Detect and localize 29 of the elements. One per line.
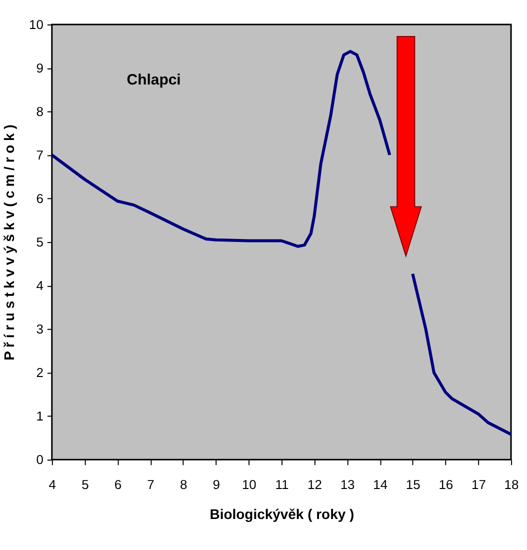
y-tick-label: 10: [28, 16, 44, 32]
y-tick-label: 0: [36, 452, 44, 468]
x-tick-label: 7: [147, 477, 154, 492]
y-tick-label: 4: [36, 278, 44, 294]
x-tick-label: 15: [406, 477, 420, 492]
y-tick-label: 1: [36, 408, 44, 424]
y-tick-label: 8: [36, 104, 44, 119]
x-tick-label: 18: [504, 477, 519, 492]
x-tick-label: 6: [114, 477, 122, 492]
x-axis-title: Biologickývěk ( roky ): [210, 506, 354, 522]
x-tick-label: 14: [373, 477, 388, 492]
y-tick-label: 9: [36, 60, 44, 76]
x-tick-label: 8: [180, 477, 188, 492]
x-tick-label: 5: [82, 477, 89, 492]
x-tick-label: 4: [48, 477, 56, 492]
y-axis-title: P ř í r u s t k v v ý š k v ( c m / r o k ): [1, 124, 18, 360]
y-tick-label: 7: [36, 147, 44, 162]
y-tick-label: 2: [36, 365, 44, 380]
x-tick-label: 10: [242, 477, 256, 492]
x-tick-label: 13: [340, 477, 355, 492]
y-tick-label: 3: [36, 322, 44, 337]
x-tick-label: 9: [212, 477, 220, 492]
y-tick-label: 5: [36, 234, 44, 250]
x-tick-label: 11: [275, 477, 289, 492]
x-tick-label: 12: [308, 477, 322, 492]
y-tick-label: 6: [36, 191, 44, 206]
annotation: Chlapci: [126, 71, 181, 88]
x-tick-label: 16: [438, 477, 454, 492]
x-tick-label: 17: [472, 477, 486, 492]
